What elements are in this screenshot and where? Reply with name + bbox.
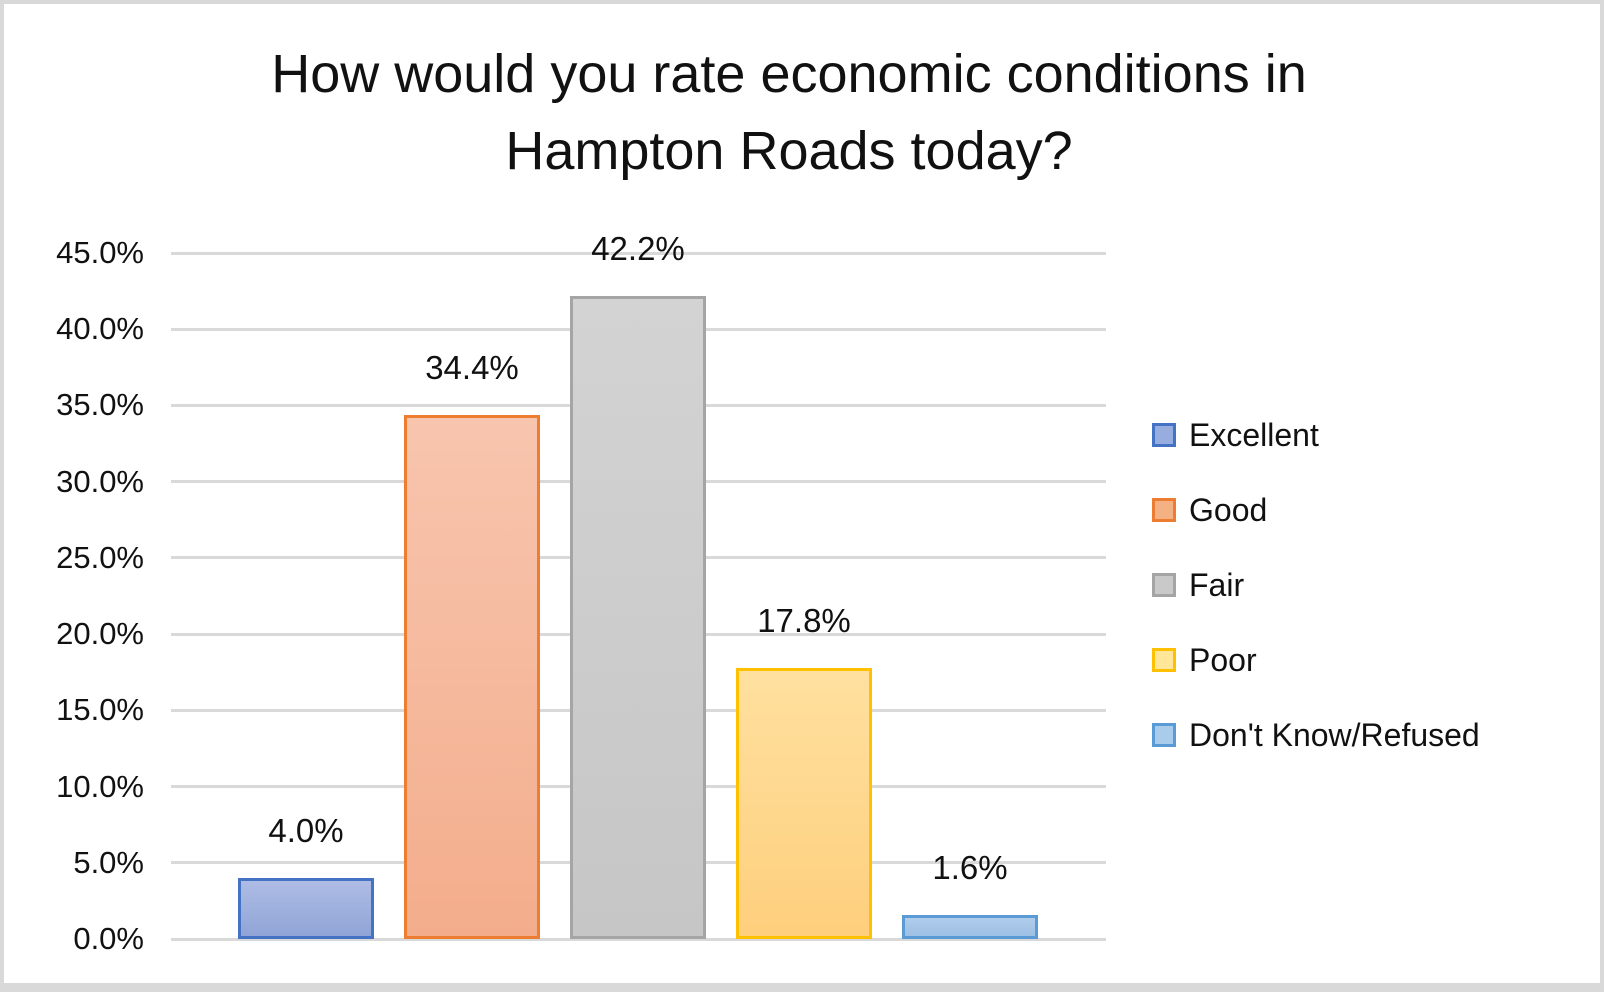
legend-item-excellent: Excellent xyxy=(1152,415,1480,455)
legend-item-poor: Poor xyxy=(1152,640,1480,680)
bar-column-fair: 42.2% xyxy=(570,230,706,939)
gridline-0.0 xyxy=(171,937,1106,941)
legend-label: Excellent xyxy=(1189,416,1319,453)
legend-item-fair: Fair xyxy=(1152,565,1480,605)
legend-swatch-icon xyxy=(1152,423,1176,447)
legend-swatch-icon xyxy=(1152,723,1176,747)
bar-column-good: 34.4% xyxy=(404,253,540,939)
chart-title-line-1: How would you rate economic conditions i… xyxy=(271,44,1307,104)
y-axis-tick-label: 20.0% xyxy=(56,616,144,652)
bar-data-label: 1.6% xyxy=(932,849,1008,886)
bar-data-label: 4.0% xyxy=(268,812,344,849)
bar-poor xyxy=(736,668,872,939)
legend-label: Fair xyxy=(1189,566,1245,603)
y-axis-tick-label: 10.0% xyxy=(56,768,144,804)
bar-data-label: 34.4% xyxy=(425,349,519,386)
bar-don-t-know-refused xyxy=(902,915,1038,939)
legend-label: Don't Know/Refused xyxy=(1189,716,1480,753)
legend-swatch-icon xyxy=(1152,648,1176,672)
legend-label: Good xyxy=(1189,491,1268,528)
y-axis-tick-label: 5.0% xyxy=(73,844,144,880)
chart-title-line-2: Hampton Roads today? xyxy=(505,121,1073,181)
bar-data-label: 42.2% xyxy=(591,230,685,267)
gridline-45.0 xyxy=(171,251,1106,255)
bar-fair xyxy=(570,296,706,939)
plot-area: 4.0% 34.4% 42.2% 17.8% 1.6% xyxy=(171,230,1106,941)
legend-swatch-icon xyxy=(1152,573,1176,597)
y-axis: 0.0% 5.0% 10.0% 15.0% 20.0% 25.0% 30.0% 35.0% 40… xyxy=(4,235,144,956)
bar-data-label: 17.8% xyxy=(757,602,851,639)
y-axis-tick-label: 35.0% xyxy=(56,387,144,423)
bar-column-excellent: 4.0% xyxy=(238,253,374,939)
y-axis-tick-label: 25.0% xyxy=(56,539,144,575)
bar-column-don-t-know-refused: 1.6% xyxy=(902,253,1038,939)
legend: Excellent Good Fair Poor Don't Know/Refused xyxy=(1152,415,1480,790)
y-axis-tick-label: 30.0% xyxy=(56,463,144,499)
bar-excellent xyxy=(238,878,374,939)
legend-item-don-t-know-refused: Don't Know/Refused xyxy=(1152,715,1480,755)
chart-title: How would you rate economic conditions i… xyxy=(154,36,1424,190)
y-axis-tick-label: 0.0% xyxy=(73,921,144,956)
legend-swatch-icon xyxy=(1152,498,1176,522)
bar-column-poor: 17.8% xyxy=(736,253,872,939)
bar-good xyxy=(404,415,540,939)
y-axis-tick-label: 45.0% xyxy=(56,235,144,270)
legend-item-good: Good xyxy=(1152,490,1480,530)
y-axis-tick-label: 15.0% xyxy=(56,692,144,728)
y-axis-tick-label: 40.0% xyxy=(56,311,144,347)
legend-label: Poor xyxy=(1189,641,1257,678)
